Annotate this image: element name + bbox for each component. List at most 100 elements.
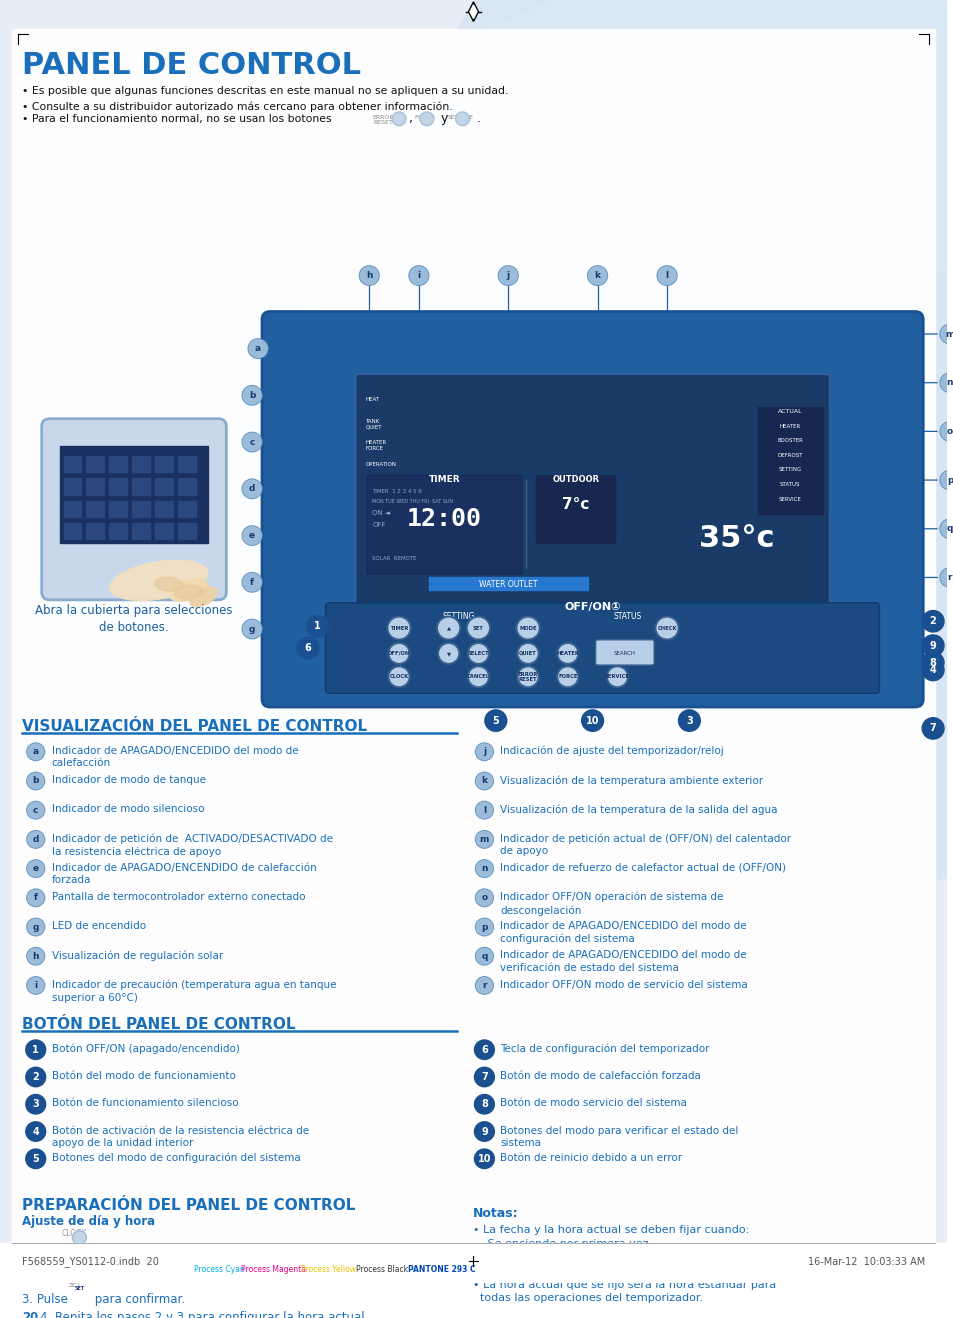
Circle shape xyxy=(410,266,427,285)
Circle shape xyxy=(469,668,487,685)
Text: 1. Pulse: 1. Pulse xyxy=(22,1243,68,1256)
Text: a: a xyxy=(254,344,261,353)
Circle shape xyxy=(307,616,328,637)
Text: b: b xyxy=(249,391,255,399)
Text: b: b xyxy=(32,776,39,786)
Text: r: r xyxy=(946,573,951,583)
Text: o: o xyxy=(481,894,487,903)
Text: SERVICE: SERVICE xyxy=(447,115,473,120)
Text: Process Black: Process Black xyxy=(356,1265,408,1275)
Circle shape xyxy=(518,645,537,662)
Circle shape xyxy=(658,266,676,285)
Bar xyxy=(154,523,172,539)
Bar xyxy=(132,456,150,472)
Text: 12:00: 12:00 xyxy=(407,507,481,531)
Circle shape xyxy=(72,1281,87,1296)
Text: 20: 20 xyxy=(22,1310,38,1318)
Text: 16-Mar-12  10:03:33 AM: 16-Mar-12 10:03:33 AM xyxy=(807,1257,924,1267)
Circle shape xyxy=(940,521,953,538)
Text: TIMER: TIMER xyxy=(390,626,408,630)
Text: última vez.: última vez. xyxy=(472,1265,548,1276)
Text: BOOSTER: BOOSTER xyxy=(777,438,802,443)
Circle shape xyxy=(436,617,460,639)
Circle shape xyxy=(474,1149,494,1169)
Text: Tecla de configuración del temporizador: Tecla de configuración del temporizador xyxy=(499,1044,709,1054)
Text: SETTING: SETTING xyxy=(778,468,801,472)
Circle shape xyxy=(26,1040,46,1060)
Circle shape xyxy=(476,919,492,934)
Circle shape xyxy=(940,472,953,489)
Circle shape xyxy=(71,1252,84,1265)
Text: ▲: ▲ xyxy=(74,1256,80,1263)
Text: ▼: ▼ xyxy=(107,1256,112,1263)
Text: 3: 3 xyxy=(32,1099,39,1110)
Circle shape xyxy=(474,1040,494,1060)
Text: Botón de modo servicio del sistema: Botón de modo servicio del sistema xyxy=(499,1098,686,1108)
Text: p: p xyxy=(480,923,487,932)
Circle shape xyxy=(557,643,578,664)
Text: n: n xyxy=(480,865,487,873)
Circle shape xyxy=(394,113,404,124)
Text: Indicador de petición actual de (OFF/ON) del calentador
de apoyo: Indicador de petición actual de (OFF/ON)… xyxy=(499,833,791,857)
Circle shape xyxy=(922,659,943,680)
Bar xyxy=(132,523,150,539)
Text: j: j xyxy=(482,747,485,757)
Circle shape xyxy=(657,266,677,285)
Text: 4: 4 xyxy=(929,666,936,675)
Text: HEATER: HEATER xyxy=(556,651,578,656)
Bar xyxy=(429,577,587,590)
Bar xyxy=(368,476,519,572)
Circle shape xyxy=(467,643,489,664)
Text: m: m xyxy=(944,330,953,339)
Circle shape xyxy=(242,619,262,639)
Text: para confirmar.: para confirmar. xyxy=(91,1293,185,1306)
Text: l: l xyxy=(482,805,485,815)
Text: - Se enciende por primera vez.: - Se enciende por primera vez. xyxy=(472,1239,651,1248)
Circle shape xyxy=(28,919,44,934)
Text: 10: 10 xyxy=(585,716,598,726)
Circle shape xyxy=(28,978,44,994)
Circle shape xyxy=(360,266,377,285)
Circle shape xyxy=(940,423,953,440)
Bar xyxy=(177,456,195,472)
Circle shape xyxy=(104,1253,114,1264)
Text: HEATER: HEATER xyxy=(779,423,800,428)
Circle shape xyxy=(475,977,493,994)
Text: Process Cyan: Process Cyan xyxy=(193,1265,244,1275)
Bar xyxy=(64,456,81,472)
Circle shape xyxy=(939,519,953,539)
Circle shape xyxy=(242,480,262,498)
Circle shape xyxy=(922,718,943,739)
Text: CHECK: CHECK xyxy=(657,626,676,630)
Text: 35°c: 35°c xyxy=(698,525,774,554)
Text: 7°c: 7°c xyxy=(561,497,589,511)
Text: Indicador de APAGADO/ENCENDIDO de calefacción
forzada: Indicador de APAGADO/ENCENDIDO de calefa… xyxy=(51,863,316,886)
Circle shape xyxy=(940,568,953,587)
Text: Process Magenta: Process Magenta xyxy=(241,1265,306,1275)
Text: 4: 4 xyxy=(32,1127,39,1136)
Text: Botón de modo de calefacción forzada: Botón de modo de calefacción forzada xyxy=(499,1072,700,1081)
Circle shape xyxy=(475,772,493,789)
Text: PANTONE 293 C: PANTONE 293 C xyxy=(408,1265,476,1275)
Text: SERVICE: SERVICE xyxy=(604,675,629,679)
Ellipse shape xyxy=(405,0,953,886)
Bar xyxy=(64,501,81,517)
Circle shape xyxy=(466,617,490,639)
Circle shape xyxy=(243,527,261,544)
Circle shape xyxy=(390,645,408,662)
Circle shape xyxy=(28,861,44,876)
Text: f: f xyxy=(33,894,38,903)
Circle shape xyxy=(475,743,493,760)
Text: Indicador de precaución (temperatura agua en tanque
superior a 60°C): Indicador de precaución (temperatura agu… xyxy=(51,979,335,1003)
Circle shape xyxy=(26,1094,46,1114)
Circle shape xyxy=(587,266,607,285)
Text: o: o xyxy=(91,1264,101,1277)
Text: 2: 2 xyxy=(929,617,936,626)
Text: • Consulte a su distribuidor autorizado más cercano para obtener información.: • Consulte a su distribuidor autorizado … xyxy=(22,101,452,112)
Text: 3: 3 xyxy=(685,716,692,726)
Text: ERROR
RESET: ERROR RESET xyxy=(372,115,394,125)
Text: OFF/ON: OFF/ON xyxy=(388,651,410,656)
Circle shape xyxy=(517,666,538,688)
Circle shape xyxy=(243,573,261,590)
Ellipse shape xyxy=(174,585,202,598)
